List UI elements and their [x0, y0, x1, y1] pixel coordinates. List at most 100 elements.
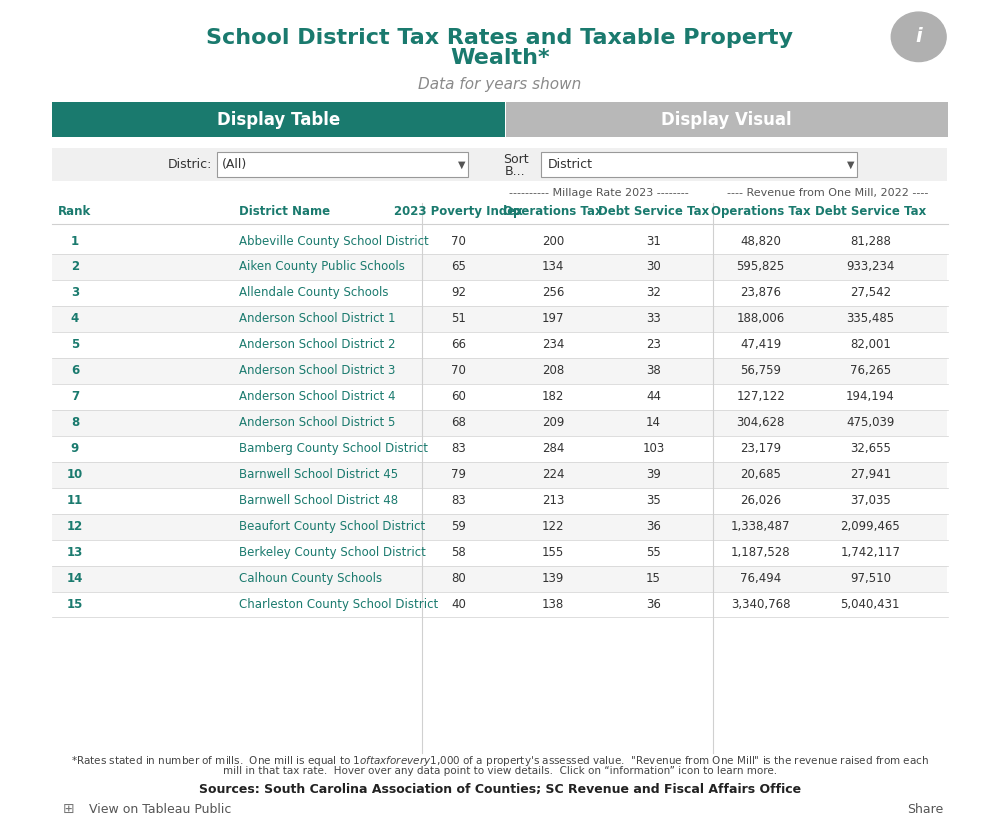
Text: 23,179: 23,179 [740, 442, 781, 455]
Text: Sources: South Carolina Association of Counties; SC Revenue and Fiscal Affairs O: Sources: South Carolina Association of C… [199, 782, 801, 796]
Text: 81,288: 81,288 [850, 235, 891, 247]
Text: 5: 5 [71, 338, 79, 351]
Text: Anderson School District 1: Anderson School District 1 [239, 313, 396, 325]
Text: 122: 122 [542, 520, 564, 533]
Text: Anderson School District 2: Anderson School District 2 [239, 338, 396, 351]
Text: 6: 6 [71, 365, 79, 377]
Text: 12: 12 [67, 520, 83, 533]
Text: 194,194: 194,194 [846, 390, 895, 404]
Text: Data for years shown: Data for years shown [418, 77, 582, 93]
Text: ▼: ▼ [458, 160, 465, 170]
Text: 134: 134 [542, 261, 564, 274]
Text: 1,187,528: 1,187,528 [731, 546, 790, 559]
Text: Operations Tax: Operations Tax [711, 205, 810, 218]
Text: ---- Revenue from One Mill, 2022 ----: ---- Revenue from One Mill, 2022 ---- [727, 188, 928, 198]
Text: 10: 10 [67, 468, 83, 481]
Text: View on Tableau Public: View on Tableau Public [89, 803, 231, 815]
Text: 2,099,465: 2,099,465 [840, 520, 900, 533]
Text: 2: 2 [71, 261, 79, 274]
FancyBboxPatch shape [52, 102, 505, 137]
Text: 83: 83 [451, 495, 466, 507]
Text: 23: 23 [646, 338, 661, 351]
Text: 11: 11 [67, 495, 83, 507]
Text: ▼: ▼ [847, 160, 855, 170]
Text: 138: 138 [542, 598, 564, 611]
Text: 304,628: 304,628 [736, 416, 785, 429]
FancyBboxPatch shape [52, 148, 947, 181]
Text: ⊞: ⊞ [63, 801, 75, 815]
Text: Display Table: Display Table [217, 111, 340, 129]
Text: Share: Share [907, 803, 943, 815]
Text: 48,820: 48,820 [740, 235, 781, 247]
Text: 155: 155 [542, 546, 564, 559]
Text: 1,742,117: 1,742,117 [840, 546, 900, 559]
Text: 33: 33 [646, 313, 661, 325]
Text: 27,542: 27,542 [850, 286, 891, 299]
Text: Bamberg County School District: Bamberg County School District [239, 442, 428, 455]
Text: Wealth*: Wealth* [450, 48, 550, 69]
Text: Debt Service Tax: Debt Service Tax [815, 205, 926, 218]
Text: Display Visual: Display Visual [661, 111, 792, 129]
Text: 213: 213 [542, 495, 564, 507]
Text: 234: 234 [542, 338, 564, 351]
Text: 32,655: 32,655 [850, 442, 891, 455]
Text: 8: 8 [71, 416, 79, 429]
Text: 7: 7 [71, 390, 79, 404]
Text: 83: 83 [451, 442, 466, 455]
Text: 76,265: 76,265 [850, 365, 891, 377]
Text: 4: 4 [71, 313, 79, 325]
Text: 103: 103 [642, 442, 665, 455]
Text: 139: 139 [542, 572, 564, 585]
Text: 30: 30 [646, 261, 661, 274]
Text: 15: 15 [67, 598, 83, 611]
FancyBboxPatch shape [52, 410, 947, 436]
FancyBboxPatch shape [52, 566, 947, 591]
Text: 127,122: 127,122 [736, 390, 785, 404]
Text: 209: 209 [542, 416, 564, 429]
Text: 933,234: 933,234 [846, 261, 894, 274]
Text: Operations Tax: Operations Tax [503, 205, 603, 218]
Text: 197: 197 [542, 313, 564, 325]
Circle shape [891, 12, 946, 61]
Text: 79: 79 [451, 468, 466, 481]
Text: 76,494: 76,494 [740, 572, 781, 585]
Text: *Rates stated in number of mills.  One mill is equal to $1 of tax for every $1,0: *Rates stated in number of mills. One mi… [71, 754, 929, 768]
Text: 2023 Poverty Index: 2023 Poverty Index [394, 205, 523, 218]
Text: 475,039: 475,039 [846, 416, 894, 429]
Text: 20,685: 20,685 [740, 468, 781, 481]
Text: Aiken County Public Schools: Aiken County Public Schools [239, 261, 405, 274]
Text: Anderson School District 4: Anderson School District 4 [239, 390, 396, 404]
FancyBboxPatch shape [541, 152, 857, 177]
Text: 66: 66 [451, 338, 466, 351]
Text: 32: 32 [646, 286, 661, 299]
Text: 38: 38 [646, 365, 661, 377]
Text: 82,001: 82,001 [850, 338, 891, 351]
Text: 208: 208 [542, 365, 564, 377]
Text: 1,338,487: 1,338,487 [731, 520, 790, 533]
Text: Anderson School District 5: Anderson School District 5 [239, 416, 396, 429]
Text: Barnwell School District 48: Barnwell School District 48 [239, 495, 399, 507]
Text: 256: 256 [542, 286, 564, 299]
Text: 335,485: 335,485 [846, 313, 894, 325]
Text: Allendale County Schools: Allendale County Schools [239, 286, 389, 299]
FancyBboxPatch shape [52, 384, 947, 410]
Text: 59: 59 [451, 520, 466, 533]
FancyBboxPatch shape [52, 539, 947, 566]
Text: 92: 92 [451, 286, 466, 299]
Text: 14: 14 [646, 416, 661, 429]
Text: mill in that tax rate.  Hover over any data point to view details.  Click on “in: mill in that tax rate. Hover over any da… [223, 767, 777, 777]
Text: (All): (All) [222, 158, 247, 171]
Text: 1: 1 [71, 235, 79, 247]
Text: 70: 70 [451, 365, 466, 377]
Text: 80: 80 [451, 572, 466, 585]
Text: 31: 31 [646, 235, 661, 247]
Text: 97,510: 97,510 [850, 572, 891, 585]
Text: 36: 36 [646, 520, 661, 533]
Text: Sort: Sort [503, 153, 528, 166]
Text: 188,006: 188,006 [736, 313, 785, 325]
Text: 36: 36 [646, 598, 661, 611]
Text: 9: 9 [71, 442, 79, 455]
Text: Barnwell School District 45: Barnwell School District 45 [239, 468, 399, 481]
Text: 68: 68 [451, 416, 466, 429]
Text: Beaufort County School District: Beaufort County School District [239, 520, 426, 533]
